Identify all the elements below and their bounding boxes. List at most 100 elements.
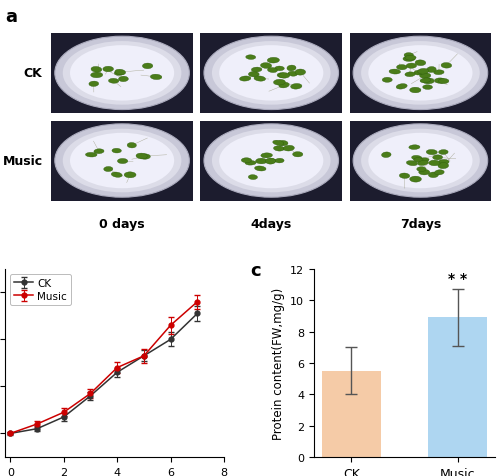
FancyBboxPatch shape (51, 34, 193, 114)
Ellipse shape (426, 68, 436, 73)
Ellipse shape (426, 150, 438, 155)
Ellipse shape (405, 73, 415, 78)
Ellipse shape (142, 64, 153, 69)
Ellipse shape (70, 134, 174, 189)
Ellipse shape (410, 177, 422, 183)
Ellipse shape (118, 159, 128, 164)
Ellipse shape (254, 167, 266, 172)
Ellipse shape (242, 159, 252, 163)
Ellipse shape (287, 66, 296, 72)
Text: c: c (250, 262, 262, 280)
Ellipse shape (90, 73, 103, 79)
Text: Music: Music (2, 155, 42, 168)
Ellipse shape (212, 42, 330, 106)
Ellipse shape (403, 57, 415, 62)
Ellipse shape (404, 53, 413, 59)
Ellipse shape (260, 63, 272, 69)
Text: CK: CK (24, 67, 42, 80)
Ellipse shape (417, 159, 429, 163)
Ellipse shape (240, 77, 251, 82)
Text: 0 days: 0 days (100, 218, 145, 230)
Ellipse shape (438, 160, 449, 165)
Ellipse shape (422, 86, 432, 90)
Ellipse shape (55, 37, 190, 110)
Ellipse shape (414, 158, 423, 163)
Text: a: a (5, 8, 17, 25)
Ellipse shape (438, 79, 449, 84)
Ellipse shape (275, 159, 284, 164)
Ellipse shape (254, 77, 266, 82)
Ellipse shape (212, 129, 330, 193)
Ellipse shape (114, 71, 124, 76)
Ellipse shape (63, 129, 182, 193)
Ellipse shape (434, 79, 446, 84)
Ellipse shape (248, 72, 259, 78)
Ellipse shape (420, 74, 431, 79)
Ellipse shape (268, 69, 278, 73)
Ellipse shape (418, 69, 429, 75)
Ellipse shape (422, 79, 434, 85)
Ellipse shape (410, 88, 421, 94)
Ellipse shape (112, 149, 122, 154)
Ellipse shape (412, 156, 422, 161)
Ellipse shape (268, 58, 280, 64)
Ellipse shape (382, 153, 391, 158)
Ellipse shape (292, 152, 303, 158)
FancyBboxPatch shape (200, 34, 342, 114)
Ellipse shape (124, 172, 136, 178)
Ellipse shape (118, 77, 128, 82)
Ellipse shape (108, 79, 119, 84)
Ellipse shape (277, 73, 287, 79)
Legend: CK, Music: CK, Music (10, 275, 71, 306)
Ellipse shape (415, 61, 426, 67)
Ellipse shape (266, 159, 276, 164)
FancyBboxPatch shape (350, 34, 492, 114)
Ellipse shape (274, 80, 285, 86)
Ellipse shape (396, 84, 407, 90)
Text: 7days: 7days (400, 218, 441, 230)
Ellipse shape (353, 37, 488, 110)
Ellipse shape (261, 154, 272, 159)
Ellipse shape (219, 134, 324, 189)
Ellipse shape (104, 167, 113, 172)
Text: 4days: 4days (250, 218, 292, 230)
Bar (322, 371, 380, 457)
Ellipse shape (420, 79, 431, 84)
Ellipse shape (246, 56, 256, 60)
Ellipse shape (414, 71, 423, 76)
Ellipse shape (248, 175, 258, 180)
Ellipse shape (278, 73, 290, 79)
Ellipse shape (204, 125, 338, 198)
Y-axis label: Protein content(FW,mg/g): Protein content(FW,mg/g) (272, 287, 284, 439)
Ellipse shape (353, 125, 488, 198)
Ellipse shape (127, 143, 136, 149)
Ellipse shape (418, 161, 428, 166)
Ellipse shape (279, 83, 289, 89)
Ellipse shape (432, 156, 442, 160)
FancyBboxPatch shape (350, 121, 492, 201)
Ellipse shape (295, 70, 306, 76)
Ellipse shape (418, 170, 430, 176)
Ellipse shape (103, 67, 114, 73)
Ellipse shape (290, 84, 302, 90)
Ellipse shape (256, 159, 267, 165)
Ellipse shape (428, 173, 438, 178)
Ellipse shape (150, 75, 162, 80)
Ellipse shape (417, 168, 426, 172)
Ellipse shape (368, 134, 472, 189)
Ellipse shape (288, 72, 298, 77)
Ellipse shape (438, 150, 448, 155)
Ellipse shape (274, 67, 284, 71)
Ellipse shape (434, 70, 444, 76)
Ellipse shape (86, 153, 97, 158)
Ellipse shape (277, 141, 288, 147)
Ellipse shape (429, 161, 440, 167)
Ellipse shape (112, 173, 122, 178)
Ellipse shape (438, 163, 448, 169)
Ellipse shape (405, 56, 416, 61)
Ellipse shape (382, 78, 392, 83)
Ellipse shape (266, 159, 276, 165)
Ellipse shape (441, 63, 452, 69)
Ellipse shape (91, 67, 102, 73)
Ellipse shape (63, 42, 182, 106)
